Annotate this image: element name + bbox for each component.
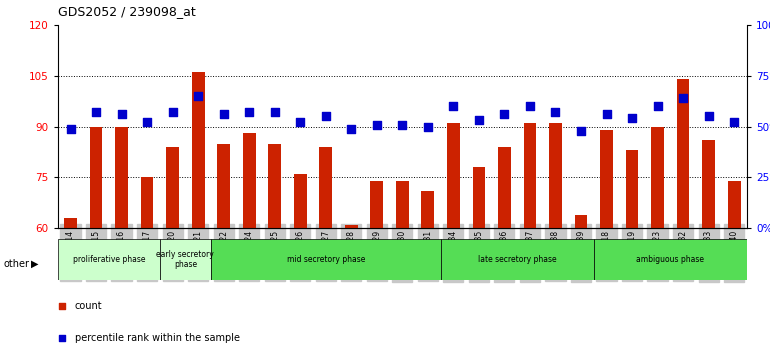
Text: proliferative phase: proliferative phase [72,255,145,264]
Bar [116,127,128,354]
Bar [498,147,511,354]
Bar [594,239,747,280]
Point [498,112,511,117]
Bar [600,130,613,354]
Bar [141,177,153,354]
Point [269,109,281,115]
Bar [728,181,741,354]
Bar [473,167,485,354]
Text: late secretory phase: late secretory phase [478,255,557,264]
Point [524,103,536,109]
Point [141,120,153,125]
Bar [211,239,440,280]
Bar [447,123,460,354]
Bar [421,191,434,354]
Bar [217,143,230,354]
Text: GDS2052 / 239098_at: GDS2052 / 239098_at [58,5,196,18]
Point [473,118,485,123]
Bar [243,133,256,354]
Point [422,124,434,130]
Point [601,112,613,117]
Bar [89,127,102,354]
Text: mid secretory phase: mid secretory phase [286,255,365,264]
Bar [64,218,77,354]
Bar [440,239,594,280]
Bar [702,140,715,354]
Bar [320,147,332,354]
Point [294,120,306,125]
Bar [626,150,638,354]
Point [702,114,715,119]
Bar [396,181,409,354]
Text: ambiguous phase: ambiguous phase [636,255,705,264]
Bar [294,174,306,354]
Point [243,109,256,115]
Text: count: count [75,301,102,311]
Bar [192,72,205,354]
Text: other: other [4,259,30,269]
Point [217,112,229,117]
Bar [58,239,160,280]
Bar [677,79,689,354]
Point [166,109,179,115]
Point [626,115,638,121]
Point [651,103,664,109]
Text: percentile rank within the sample: percentile rank within the sample [75,333,239,343]
Point [728,120,740,125]
Point [370,122,383,127]
Text: ▶: ▶ [31,259,38,269]
Point [320,114,332,119]
Point [396,122,408,127]
Point [192,93,204,99]
Bar [574,215,588,354]
Bar [549,123,562,354]
Point [677,95,689,101]
Bar [370,181,383,354]
Point [90,109,102,115]
Bar [345,225,357,354]
Bar [160,239,211,280]
Bar [268,143,281,354]
Point [549,109,561,115]
Point [116,112,128,117]
Bar [651,127,664,354]
Bar [166,147,179,354]
Text: early secretory
phase: early secretory phase [156,250,214,269]
Point [447,103,460,109]
Point [65,126,77,131]
Point [345,126,357,131]
Bar [524,123,537,354]
Point [575,128,588,133]
